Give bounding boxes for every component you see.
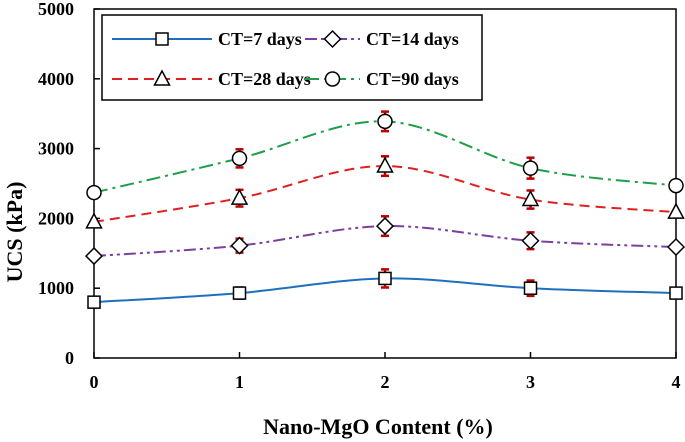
y-tick-label: 0 [65, 348, 74, 368]
y-tick-label: 2000 [38, 208, 74, 228]
x-tick-label: 2 [381, 372, 390, 392]
data-point-triangle [521, 189, 540, 207]
data-point-circle [668, 177, 684, 194]
x-tick-label: 1 [235, 372, 244, 392]
y-axis-title: UCS (kPa) [2, 182, 27, 283]
legend: CT=7 days CT=14 days CT=28 days CT=90 days [101, 14, 483, 101]
legend-marker-square [155, 32, 169, 46]
data-point-square [523, 281, 538, 295]
error-bars [235, 110, 535, 300]
data-point-diamond [375, 217, 395, 236]
x-tick-label: 4 [672, 372, 681, 392]
y-tick-label: 5000 [38, 0, 74, 19]
data-point-diamond [230, 236, 249, 255]
data-point-triangle [376, 156, 394, 173]
data-point-circle [522, 160, 539, 176]
data-point-square [669, 286, 683, 300]
legend-label: CT=90 days [366, 69, 459, 89]
data-point-square [87, 295, 101, 309]
data-point-diamond [84, 247, 104, 266]
data-point-square [378, 271, 392, 286]
data-point-square [232, 286, 247, 300]
axes: 0 1000 2000 3000 4000 5000 0 1 2 3 4 [38, 0, 681, 392]
data-point-circle [231, 150, 248, 167]
data-point-circle [377, 113, 393, 130]
data-point-circle [86, 184, 102, 201]
legend-label: CT=7 days [218, 29, 302, 49]
series-line-2 [93, 225, 677, 258]
y-tick-label: 3000 [38, 139, 74, 159]
legend-box [101, 14, 483, 101]
data-point-triangle [230, 188, 249, 205]
legend-marker-diamond [323, 29, 342, 49]
data-point-triangle [667, 202, 685, 219]
legend-marker-circle [324, 71, 341, 87]
series-markers [84, 113, 685, 309]
x-axis-title: Nano-MgO Content (%) [263, 414, 493, 439]
y-tick-label: 4000 [38, 69, 74, 89]
x-tick-label: 3 [526, 372, 535, 392]
legend-label: CT=14 days [366, 29, 459, 49]
data-point-diamond [666, 237, 685, 257]
legend-marker-triangle [153, 69, 171, 86]
data-point-triangle [85, 212, 103, 229]
data-point-diamond [521, 231, 540, 250]
x-tick-label: 0 [90, 372, 99, 392]
y-tick-label: 1000 [38, 278, 74, 298]
legend-label: CT=28 days [218, 69, 311, 89]
